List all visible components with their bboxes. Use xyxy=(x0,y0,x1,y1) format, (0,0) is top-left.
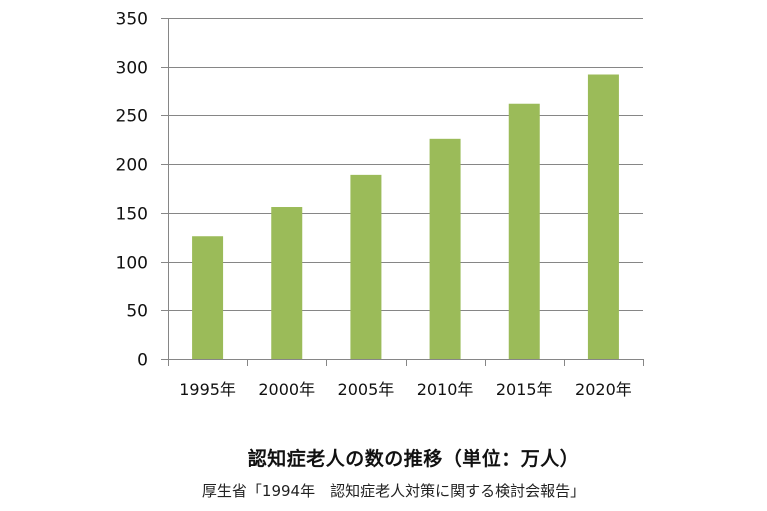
bar-2000年 xyxy=(271,207,303,359)
bars xyxy=(192,74,619,359)
x-tick-label: 1995年 xyxy=(179,380,236,399)
y-tick-label: 150 xyxy=(116,205,148,225)
x-tick-label: 2000年 xyxy=(258,380,315,399)
bar-2005年 xyxy=(350,174,382,359)
y-axis-ticks: 0 50 100 150 200 250 300 350 xyxy=(116,10,168,371)
bar-2010年 xyxy=(429,138,461,359)
y-tick-label: 350 xyxy=(116,10,148,30)
chart-source: 厚生省「1994年 認知症老人対策に関する検討会報告」 xyxy=(201,482,586,500)
bar-2020年 xyxy=(587,74,619,359)
x-tick-label: 2005年 xyxy=(338,380,395,399)
x-axis-ticks: 1995年 2000年 2005年 2010年 2015年 2020年 xyxy=(168,359,644,399)
y-tick-label: 250 xyxy=(116,107,148,127)
bar-2015年 xyxy=(508,103,540,359)
bar-chart: 0 50 100 150 200 250 300 350 1995年 2000年 2005年 201… xyxy=(116,10,644,399)
y-tick-label: 200 xyxy=(116,156,148,176)
chart-title: 認知症老人の数の推移（単位：万人） xyxy=(247,448,580,470)
y-tick-label: 100 xyxy=(116,254,148,274)
bar-1995年 xyxy=(192,236,224,359)
x-tick-label: 2020年 xyxy=(575,380,632,399)
x-tick-label: 2010年 xyxy=(417,380,474,399)
x-tick-label: 2015年 xyxy=(496,380,553,399)
gridlines xyxy=(168,18,643,311)
y-tick-label: 0 xyxy=(137,351,148,371)
axes xyxy=(168,18,643,360)
y-tick-label: 50 xyxy=(126,302,148,322)
y-tick-label: 300 xyxy=(116,59,148,79)
